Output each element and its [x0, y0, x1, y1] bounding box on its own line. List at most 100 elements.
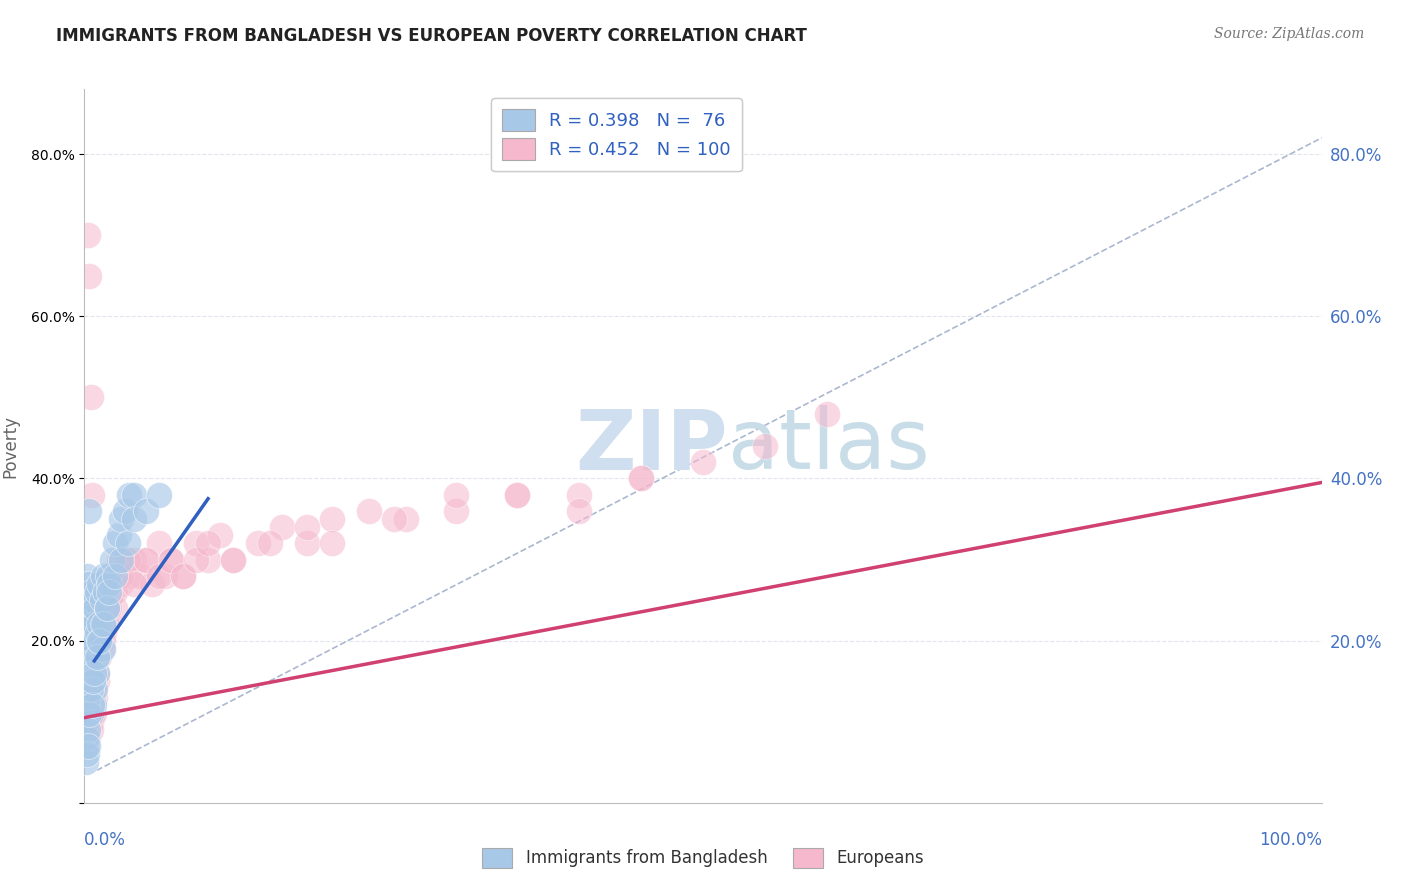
Point [75, 585, 97, 599]
Point [153, 568, 176, 582]
Point [77, 617, 100, 632]
Point [79, 706, 101, 721]
Point [135, 552, 157, 566]
Point [98, 601, 121, 615]
Point [79, 690, 101, 705]
Point [80, 698, 103, 713]
Legend: R = 0.398   N =  76, R = 0.452   N = 100: R = 0.398 N = 76, R = 0.452 N = 100 [491, 98, 741, 171]
Point [222, 552, 245, 566]
Point [129, 568, 152, 582]
Text: ZIP: ZIP [575, 406, 728, 486]
Point [80, 488, 103, 502]
Point [117, 536, 139, 550]
Point [197, 536, 219, 550]
Point [77, 731, 100, 745]
Point [76, 714, 98, 729]
Point [82, 682, 104, 697]
Point [80, 690, 103, 705]
Point [84, 690, 107, 705]
Point [86, 649, 108, 664]
Point [79, 625, 101, 640]
Point [86, 625, 108, 640]
Point [93, 625, 115, 640]
Point [82, 593, 104, 607]
Point [89, 633, 111, 648]
Point [79, 601, 101, 615]
Point [209, 528, 232, 542]
Point [86, 666, 108, 681]
Point [87, 649, 110, 664]
Point [79, 666, 101, 681]
Point [110, 552, 132, 566]
Point [135, 552, 157, 566]
Point [84, 601, 107, 615]
Point [76, 698, 98, 713]
Point [295, 520, 318, 534]
Point [79, 585, 101, 599]
Point [259, 536, 281, 550]
Point [80, 698, 103, 713]
Point [135, 504, 157, 518]
Point [98, 585, 121, 599]
Point [110, 577, 132, 591]
Point [108, 528, 131, 542]
Point [100, 552, 122, 566]
Point [86, 585, 108, 599]
Point [184, 536, 207, 550]
Point [75, 593, 97, 607]
Point [79, 682, 101, 697]
Point [79, 706, 101, 721]
Point [76, 698, 98, 713]
Point [96, 601, 118, 615]
Point [122, 577, 145, 591]
Point [96, 617, 118, 632]
Point [271, 520, 294, 534]
Point [84, 682, 107, 697]
Point [82, 674, 104, 689]
Point [79, 682, 101, 697]
Point [75, 756, 97, 770]
Point [75, 714, 97, 729]
Point [395, 512, 418, 526]
Point [76, 690, 98, 705]
Point [141, 577, 163, 591]
Point [79, 504, 101, 518]
Point [754, 439, 776, 453]
Point [96, 609, 118, 624]
Point [77, 723, 100, 737]
Point [80, 649, 103, 664]
Point [76, 568, 98, 582]
Point [89, 617, 111, 632]
Point [148, 568, 170, 582]
Point [89, 633, 111, 648]
Point [122, 552, 145, 566]
Point [79, 617, 101, 632]
Point [76, 731, 98, 745]
Point [91, 633, 114, 648]
Point [692, 455, 714, 469]
Point [76, 617, 98, 632]
Point [77, 228, 100, 243]
Point [75, 633, 97, 648]
Point [79, 641, 101, 656]
Point [444, 504, 467, 518]
Point [97, 568, 120, 582]
Point [75, 633, 97, 648]
Point [83, 657, 105, 672]
Point [77, 617, 100, 632]
Point [91, 617, 114, 632]
Point [94, 585, 117, 599]
Point [86, 625, 108, 640]
Point [83, 682, 105, 697]
Point [80, 609, 103, 624]
Point [79, 723, 101, 737]
Point [444, 488, 467, 502]
Point [76, 601, 98, 615]
Point [80, 690, 103, 705]
Point [87, 649, 110, 664]
Point [108, 552, 131, 566]
Point [630, 471, 652, 485]
Point [118, 488, 141, 502]
Point [104, 568, 127, 582]
Point [86, 666, 108, 681]
